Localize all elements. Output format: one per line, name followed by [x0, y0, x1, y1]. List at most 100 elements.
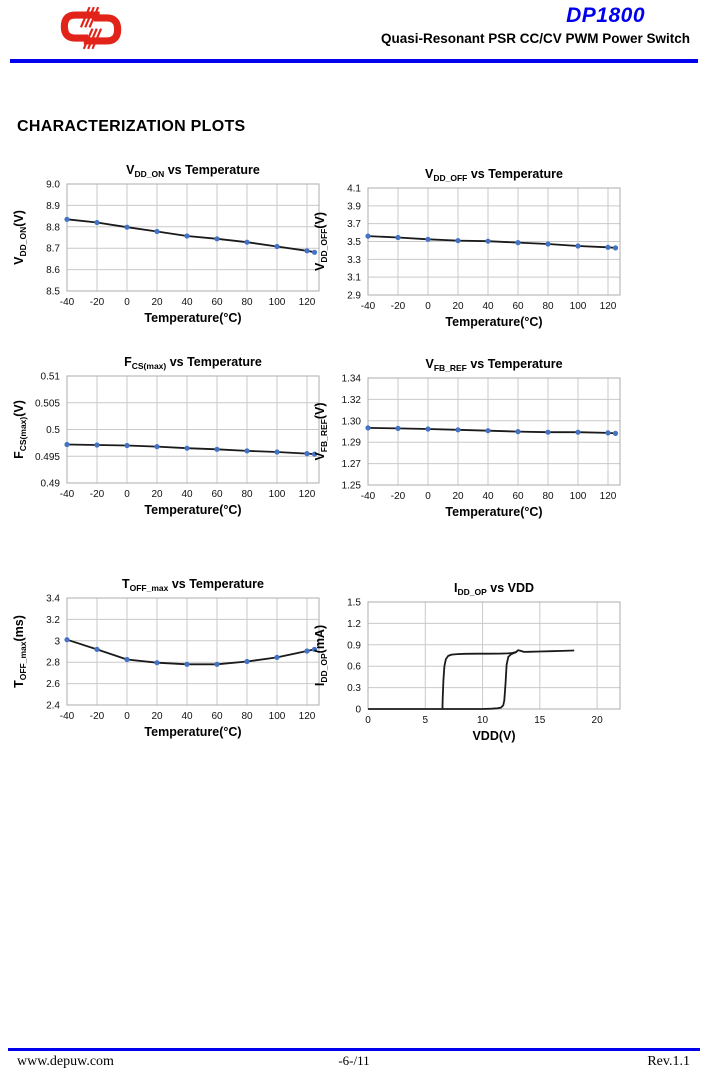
y-tick-label: 2.9: [347, 291, 361, 302]
x-tick-label: 60: [512, 491, 524, 502]
data-point: [244, 448, 250, 454]
data-point: [154, 660, 160, 666]
chart-idd-op-vs-vdd: 1.5 1.2 0.9 0.6 0.3 0 0 5 10 15 20 IDD_OP vs VDD VDD…: [308, 574, 648, 746]
footer-website: www.depuw.com: [17, 1054, 114, 1069]
x-tick-label: 0: [124, 489, 130, 500]
data-point: [274, 449, 280, 455]
data-point: [545, 429, 551, 435]
x-tick-label: 120: [299, 711, 316, 722]
chart-vfb-ref-vs-temperature: 1.34 1.32 1.30 1.29 1.27 1.25 -40 -20 0 20 40 60 80 1…: [308, 350, 648, 522]
x-tick-label: 60: [512, 301, 524, 312]
data-point: [455, 238, 461, 244]
x-axis-label: Temperature(°C): [144, 725, 241, 739]
data-point: [184, 233, 190, 239]
data-point: [214, 446, 220, 452]
chart-title: IDD_OP vs VDD: [454, 581, 534, 597]
x-axis-label: Temperature(°C): [445, 315, 542, 329]
y-tick-label: 2.6: [46, 679, 60, 690]
y-tick-label: 3.5: [347, 237, 361, 248]
y-tick-label: 8.7: [46, 244, 60, 255]
data-point: [515, 429, 521, 435]
x-tick-label: -20: [90, 489, 105, 500]
y-tick-label: 3.1: [347, 273, 361, 284]
y-axis-label: VDD_ON(V): [12, 210, 28, 265]
data-point: [605, 244, 611, 250]
x-tick-label: 80: [241, 711, 253, 722]
x-tick-label: 15: [534, 715, 546, 726]
series-VFB_REF: [367, 427, 616, 435]
x-tick-label: -20: [90, 297, 105, 308]
data-point: [124, 656, 130, 663]
y-axis-label: TOFF_max(ms): [12, 615, 28, 688]
chart-title: VFB_REF vs Temperature: [425, 357, 562, 373]
data-point: [274, 243, 280, 250]
data-point: [64, 637, 70, 643]
y-tick-label: 0.9: [347, 640, 361, 651]
data-point: [94, 442, 100, 448]
x-tick-label: 60: [211, 489, 223, 500]
x-axis-label: VDD(V): [472, 729, 515, 743]
y-tick-label: 0.495: [35, 452, 60, 463]
x-tick-label: 5: [422, 715, 428, 726]
x-tick-label: 80: [542, 491, 554, 502]
x-tick-label: 20: [452, 301, 464, 312]
x-tick-label: 100: [570, 301, 587, 312]
data-point: [184, 661, 190, 667]
data-point: [154, 228, 160, 235]
y-tick-label: 0.5: [46, 425, 60, 436]
y-tick-label: 2.4: [46, 701, 60, 712]
x-tick-label: 40: [482, 301, 494, 312]
y-axis-label: FCS(max)(V): [12, 400, 28, 459]
x-tick-label: 0: [124, 297, 130, 308]
x-tick-label: 40: [482, 491, 494, 502]
y-tick-label: 1.5: [347, 598, 361, 609]
x-tick-label: 20: [452, 491, 464, 502]
x-tick-label: -20: [391, 301, 406, 312]
series-VDD_ON: [66, 218, 315, 254]
data-point: [124, 224, 130, 230]
x-tick-label: 80: [241, 297, 253, 308]
data-point: [311, 646, 318, 652]
y-tick-label: 0.6: [347, 662, 361, 673]
data-point: [94, 219, 100, 226]
x-tick-label: 10: [477, 715, 489, 726]
data-point: [304, 451, 310, 457]
product-title: DP1800: [566, 4, 645, 27]
x-tick-label: 80: [542, 301, 554, 312]
y-tick-label: 0.51: [41, 372, 61, 383]
data-point: [184, 445, 190, 451]
x-tick-label: 80: [241, 489, 253, 500]
data-point: [425, 426, 431, 432]
x-tick-label: 0: [124, 711, 130, 722]
data-point: [515, 240, 521, 246]
y-tick-label: 8.5: [46, 287, 60, 298]
x-tick-label: 100: [269, 297, 286, 308]
data-point: [274, 654, 280, 660]
series-VDD_OFF: [367, 235, 616, 249]
y-tick-label: 3.2: [46, 615, 60, 626]
data-point: [365, 425, 371, 431]
data-point: [154, 444, 160, 450]
x-tick-label: 40: [181, 711, 193, 722]
y-axis-label: VDD_OFF(V): [313, 212, 329, 271]
data-point: [64, 216, 70, 222]
x-axis-label: Temperature(°C): [144, 503, 241, 517]
data-point: [605, 430, 611, 436]
x-tick-label: -40: [60, 489, 75, 500]
x-tick-label: 120: [600, 491, 617, 502]
y-tick-label: 0: [355, 705, 361, 716]
chart-toff-max-vs-temperature: 3.4 3.2 3 2.8 2.6 2.4 -40 -20 0 20 40 60 80 100 120 TOF…: [7, 570, 347, 742]
series-sweep-up: [368, 649, 575, 710]
chart-vdd-off-vs-temperature: 4.1 3.9 3.7 3.5 3.3 3.1 2.9 -40 -20 0 20 40 60 80 100 1…: [308, 160, 648, 332]
x-tick-label: 120: [600, 301, 617, 312]
x-tick-label: 0: [365, 715, 371, 726]
x-tick-label: -40: [60, 711, 75, 722]
data-point: [455, 427, 461, 433]
chart-title: VDD_OFF vs Temperature: [425, 167, 563, 183]
footer-divider: [8, 1048, 700, 1051]
data-point: [214, 661, 220, 667]
data-point: [425, 236, 431, 242]
data-point: [304, 648, 310, 654]
y-tick-label: 1.30: [342, 416, 362, 427]
